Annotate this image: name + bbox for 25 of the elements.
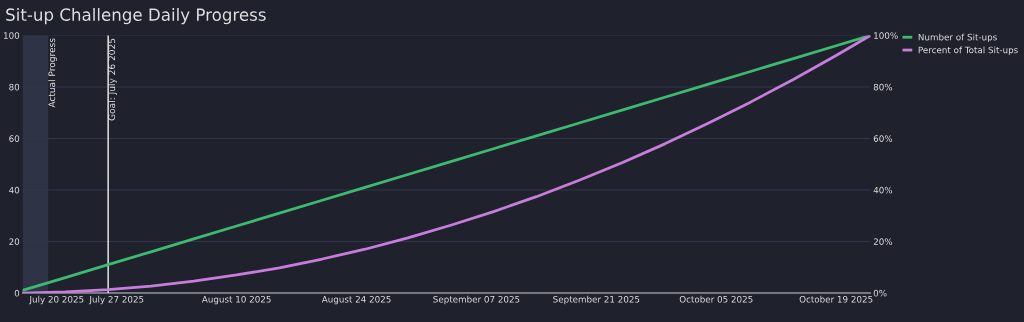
y2-tick-label: 80%: [873, 83, 893, 91]
x-tick-label: August 24 2025: [321, 295, 391, 305]
x-tick-label: October 05 2025: [679, 295, 753, 303]
legend-label: Percent of Total Sit-ups: [918, 46, 1018, 55]
chart-title: Sit-up Challenge Daily Progress: [6, 8, 266, 25]
y2-tick-label: 40%: [873, 186, 893, 194]
band-label: Actual Progress: [48, 38, 57, 108]
y-tick-label: 60: [9, 135, 20, 142]
ref-line-label: Goal: July 26 2025: [108, 38, 117, 121]
y-tick-label: 20: [9, 238, 20, 245]
x-tick-label: October 19 2025: [799, 295, 873, 303]
x-tick-label: August 10 2025: [201, 295, 271, 305]
x-tick-label: July 20 2025: [28, 295, 84, 305]
y-tick-label: 80: [9, 83, 20, 91]
y2-tick-label: 60%: [873, 135, 893, 142]
x-tick-label: September 07 2025: [433, 295, 520, 305]
x-tick-label: September 21 2025: [553, 295, 640, 305]
y-tick-label: 0: [14, 289, 20, 297]
y2-tick-label: 0%: [873, 289, 887, 297]
x-tick-label: July 27 2025: [88, 295, 144, 305]
y-tick-label: 100: [4, 32, 20, 39]
y2-tick-label: 20%: [873, 238, 893, 245]
legend-label: Number of Sit-ups: [918, 33, 997, 43]
y-tick-label: 40: [9, 186, 20, 194]
y2-tick-label: 100%: [874, 32, 898, 39]
